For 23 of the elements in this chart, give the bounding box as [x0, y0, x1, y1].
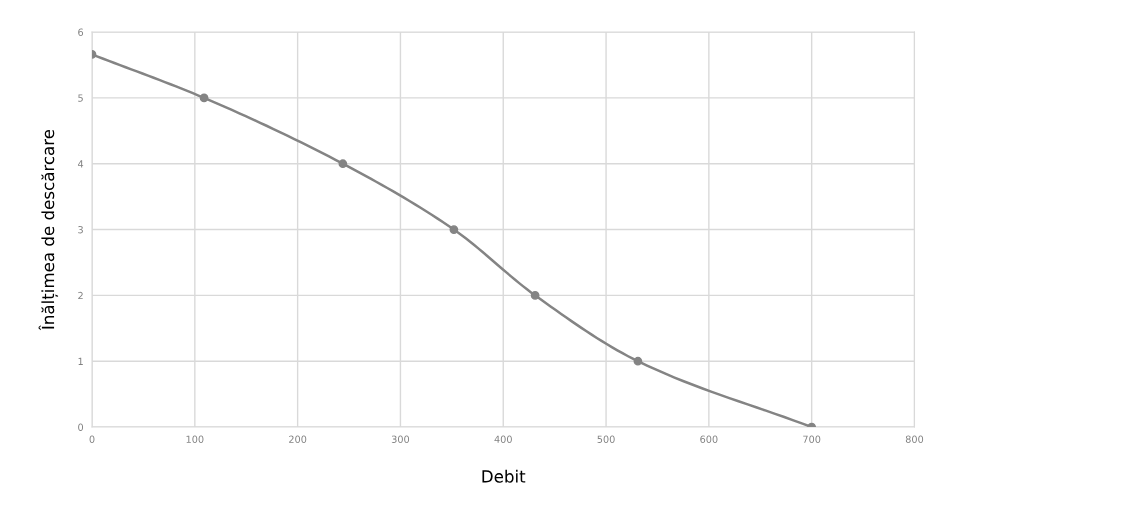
y-tick-label: 2: [78, 291, 83, 300]
y-tick-label: 1: [78, 357, 83, 365]
y-tick-label: 3: [78, 226, 83, 234]
x-tick-label: 500: [597, 435, 615, 443]
x-tick-label: 300: [391, 435, 410, 443]
y-tick-label: 4: [77, 160, 84, 168]
y-tick-label: 0: [78, 423, 84, 431]
point: [199, 93, 209, 103]
point: [449, 225, 459, 234]
y-axis-title: Înălțimea de descărcare: [38, 129, 59, 331]
x-tick-label: 700: [803, 435, 821, 443]
x-axis-title: Debit: [482, 469, 526, 483]
x-tick-label: 600: [700, 435, 718, 443]
x-tick-label: 400: [494, 435, 512, 443]
y-tick-label: 5: [78, 94, 83, 102]
point: [338, 159, 348, 169]
x-tick-label: 200: [289, 435, 307, 443]
y-tick-label: 6: [78, 28, 84, 36]
x-tick-label: 0: [89, 435, 95, 443]
x-tick-label: 800: [905, 435, 924, 443]
point: [530, 291, 540, 300]
x-tick-label: 100: [186, 435, 204, 443]
point: [633, 356, 643, 366]
